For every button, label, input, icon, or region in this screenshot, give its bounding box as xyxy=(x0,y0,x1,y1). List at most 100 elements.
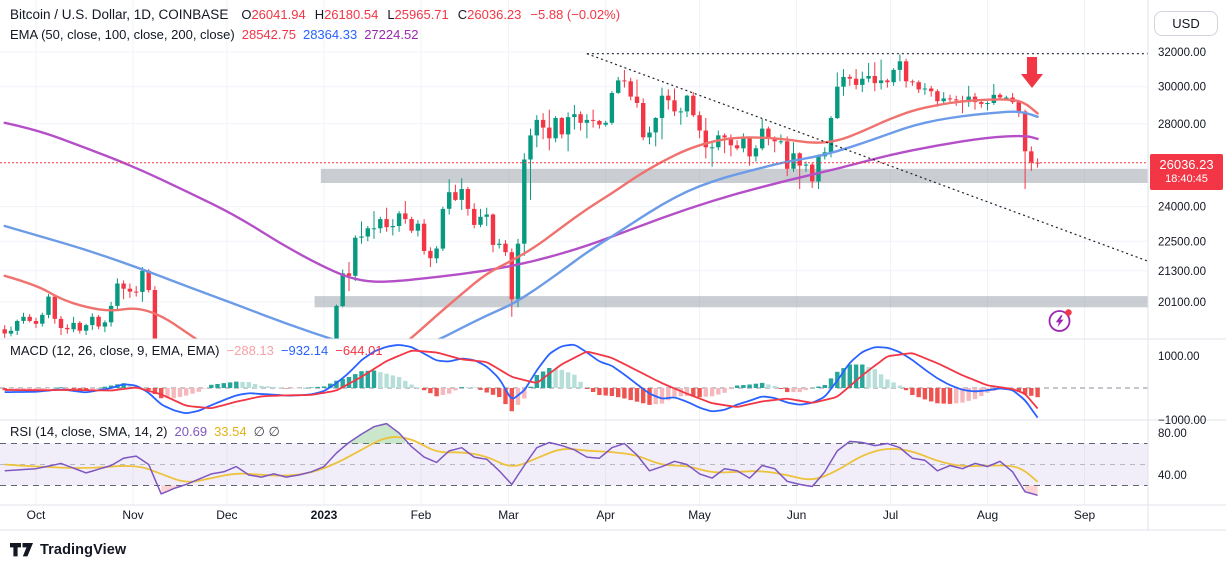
close-label: C xyxy=(457,7,468,22)
candle xyxy=(2,329,7,334)
month-label: Aug xyxy=(977,508,998,522)
bar-countdown: 18:40:45 xyxy=(1165,173,1208,185)
symbol-legend[interactable]: Bitcoin / U.S. Dollar, 1D, COINBASE O260… xyxy=(10,6,620,46)
support-zone xyxy=(314,296,1148,308)
candle xyxy=(447,192,452,209)
tradingview-logo-icon xyxy=(10,543,33,557)
candle xyxy=(935,91,940,102)
gridlines xyxy=(0,0,1148,505)
candle xyxy=(572,114,577,117)
symbol-title[interactable]: Bitcoin / U.S. Dollar, 1D, COINBASE xyxy=(10,7,229,22)
ema50-line xyxy=(3,98,1039,339)
candle xyxy=(403,213,408,220)
candle xyxy=(734,145,740,149)
candle xyxy=(853,78,859,85)
descending-trendline[interactable] xyxy=(586,53,1154,264)
svg-text:28000.00: 28000.00 xyxy=(1158,119,1206,131)
pane-borders xyxy=(0,0,1226,531)
macd-signal-value: −644.01 xyxy=(335,343,383,358)
month-label: Sep xyxy=(1074,508,1096,522)
month-label: 2023 xyxy=(311,508,338,522)
candle xyxy=(985,103,990,104)
candle xyxy=(8,330,14,334)
candle xyxy=(647,132,652,138)
open-value: 26041.94 xyxy=(251,7,306,22)
candle xyxy=(46,296,51,315)
svg-text:24000.00: 24000.00 xyxy=(1158,202,1206,214)
lightning-icon xyxy=(1048,309,1072,332)
candle xyxy=(340,273,345,306)
macd-indicator-row[interactable]: MACD (12, 26, close, 9, EMA, EMA) −288.1… xyxy=(10,342,383,360)
candle xyxy=(434,248,439,259)
candle xyxy=(503,243,508,253)
candle xyxy=(659,95,665,118)
candle xyxy=(897,61,903,70)
candle xyxy=(916,82,921,90)
month-label: Jun xyxy=(787,508,806,522)
candle xyxy=(459,189,464,200)
macd-hist-value: −288.13 xyxy=(226,343,274,358)
month-label: Nov xyxy=(122,508,143,522)
tradingview-logo-text: TradingView xyxy=(40,542,127,558)
candle xyxy=(878,80,884,84)
candle xyxy=(728,137,734,146)
candle xyxy=(672,100,677,112)
rsi-line xyxy=(4,422,1038,497)
candle xyxy=(396,213,402,226)
ema100-value: 28364.33 xyxy=(302,27,358,42)
candle xyxy=(565,117,571,135)
candle xyxy=(622,80,627,82)
time-axis[interactable] xyxy=(0,505,1148,530)
candle xyxy=(860,78,865,85)
svg-text:80.00: 80.00 xyxy=(1158,428,1187,440)
candle xyxy=(334,305,339,339)
currency-toggle-button[interactable]: USD xyxy=(1154,11,1218,36)
down-arrow-annotation[interactable] xyxy=(1021,57,1043,88)
tradingview-attribution[interactable]: TradingView xyxy=(10,542,126,558)
candle xyxy=(691,95,696,116)
candle xyxy=(847,76,852,79)
svg-text:1000.00: 1000.00 xyxy=(1158,351,1200,363)
candle xyxy=(803,164,809,166)
low-label: L xyxy=(387,7,395,22)
candle xyxy=(697,115,702,131)
candle xyxy=(603,122,608,125)
candle xyxy=(941,98,946,102)
candle xyxy=(709,147,715,149)
candle xyxy=(453,192,458,200)
candle xyxy=(421,223,427,251)
candle xyxy=(559,118,564,135)
candle xyxy=(766,128,771,139)
candle xyxy=(390,226,395,228)
candle xyxy=(778,141,784,143)
candle xyxy=(90,316,95,326)
candle xyxy=(52,296,57,319)
month-label: Mar xyxy=(498,508,519,522)
ema-indicator-row[interactable]: EMA (50, close, 100, close, 200, close) … xyxy=(10,26,620,46)
candle xyxy=(666,95,671,101)
symbol-row[interactable]: Bitcoin / U.S. Dollar, 1D, COINBASE O260… xyxy=(10,6,620,26)
candle xyxy=(365,228,370,237)
macd-pane xyxy=(0,343,1148,419)
macd-signal-line xyxy=(4,349,1039,410)
ema-label[interactable]: EMA (50, close, 100, close, 200, close) xyxy=(10,27,235,42)
lightning-mode-button[interactable] xyxy=(1047,307,1074,334)
candle xyxy=(722,135,727,138)
candle xyxy=(747,138,752,157)
candle xyxy=(891,69,896,83)
candle xyxy=(597,120,602,125)
candle xyxy=(684,95,690,112)
candle xyxy=(27,316,32,321)
rsi-indicator-row[interactable]: RSI (14, close, SMA, 14, 2) 20.69 33.54 … xyxy=(10,423,280,441)
rsi-label[interactable]: RSI (14, close, SMA, 14, 2) xyxy=(10,424,168,439)
candle xyxy=(540,119,546,128)
candle xyxy=(83,325,89,331)
open-label: O xyxy=(241,7,252,22)
candle xyxy=(703,130,708,148)
macd-label[interactable]: MACD (12, 26, close, 9, EMA, EMA) xyxy=(10,343,220,358)
candle xyxy=(77,322,82,331)
price-axis[interactable] xyxy=(1148,0,1226,505)
candle xyxy=(146,270,151,291)
candle xyxy=(810,164,815,182)
